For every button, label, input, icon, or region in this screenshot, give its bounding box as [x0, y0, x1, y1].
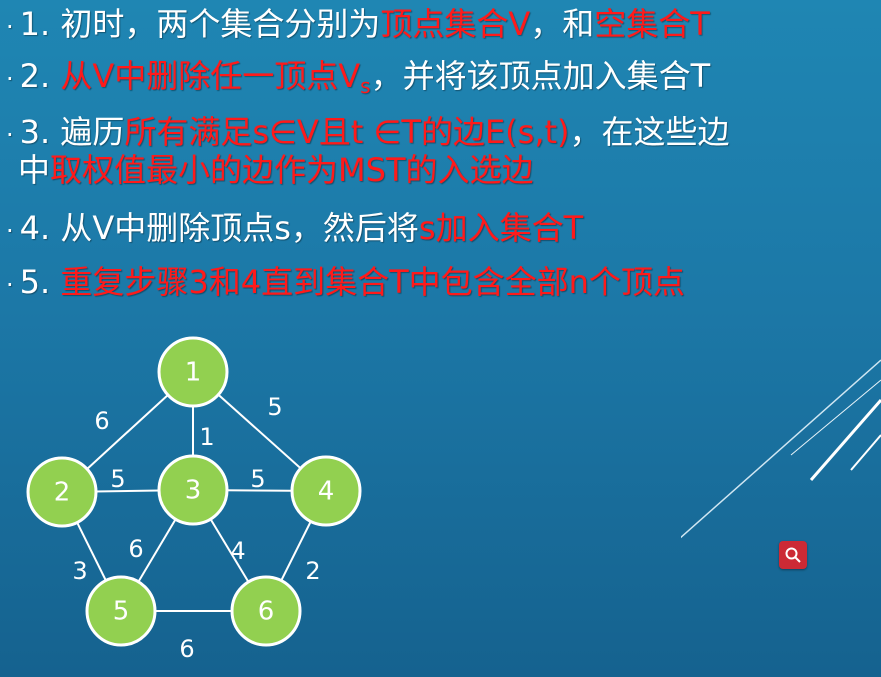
edge-weight-4-6: 2 — [305, 557, 320, 585]
step-2-subscript: s — [360, 74, 371, 98]
step-3-continued: 中取权值最小的边作为MST的入选边 — [18, 150, 534, 190]
step-4: · 4. 从V中删除顶点s，然后将s加入集合T — [6, 209, 584, 247]
step-2: · 2. 从V中删除任一顶点Vs，并将该顶点加入集合T — [6, 57, 711, 98]
decorative-lines — [681, 359, 881, 539]
step-1-number: 1. — [19, 5, 51, 43]
node-circle-6 — [230, 575, 302, 647]
edge-weight-2-5: 3 — [72, 557, 87, 585]
step-2-highlight: 从V中删除任一顶点V — [60, 57, 361, 95]
graph-node-1: 1 — [157, 336, 229, 408]
step-3-text: 遍历 — [60, 113, 125, 151]
node-label-3: 3 — [185, 476, 202, 506]
node-circle-4 — [290, 455, 362, 527]
node-label-6: 6 — [258, 597, 275, 627]
step-5-number: 5. — [19, 263, 51, 301]
step-4-highlight: s加入集合T — [418, 209, 584, 247]
step-1: · 1. 初时，两个集合分别为顶点集合V，和空集合T — [6, 5, 710, 43]
graph-node-3: 3 — [157, 454, 229, 526]
edge-weight-3-4: 5 — [250, 465, 265, 493]
step-1-highlight-empty-set: 空集合T — [594, 5, 710, 43]
graph-node-4: 4 — [290, 455, 362, 527]
node-circle-3 — [157, 454, 229, 526]
edge-weight-1-4: 5 — [267, 393, 282, 421]
graph-node-5: 5 — [85, 575, 157, 647]
step-1-highlight-vertex-set: 顶点集合V — [380, 5, 531, 43]
step-3b-text: 中 — [18, 151, 51, 189]
step-3b-highlight: 取权值最小的边作为MST的入选边 — [50, 151, 534, 189]
edge-weight-1-3: 1 — [199, 423, 214, 451]
node-label-1: 1 — [185, 358, 202, 388]
search-icon — [785, 547, 801, 563]
step-5-highlight-set: 集合T中包含全部n个顶点 — [325, 263, 685, 301]
step-3-highlight-edge: 所有满足s∈V且t ∈T的边E(s,t) — [124, 113, 570, 151]
step-3: · 3. 遍历所有满足s∈V且t ∈T的边E(s,t)，在这些边 — [6, 113, 730, 151]
graph-node-2: 2 — [26, 456, 98, 528]
edge-weight-5-6: 6 — [179, 635, 194, 663]
step-5-highlight: 重复步骤3和4直到 — [60, 263, 326, 301]
search-button[interactable] — [779, 541, 807, 569]
edge-weight-2-3: 5 — [110, 465, 125, 493]
edge-weight-3-5: 6 — [128, 535, 143, 563]
step-5: · 5. 重复步骤3和4直到集合T中包含全部n个顶点 — [6, 263, 685, 301]
edge-weight-1-2: 6 — [94, 407, 109, 435]
graph-node-6: 6 — [230, 575, 302, 647]
edge-weight-3-6: 4 — [230, 537, 245, 565]
node-circle-1 — [157, 336, 229, 408]
step-4-number: 4. — [19, 209, 51, 247]
node-label-2: 2 — [54, 478, 71, 508]
step-3-number: 3. — [19, 113, 51, 151]
step-4-text: 从V中删除顶点s，然后将 — [60, 209, 419, 247]
node-circle-5 — [85, 575, 157, 647]
step-1-text: 初时，两个集合分别为 — [60, 5, 381, 43]
step-3-text-tail: ，在这些边 — [569, 113, 730, 151]
node-label-4: 4 — [318, 477, 335, 507]
graph-nodes: 1 2 3 4 5 6 — [26, 336, 362, 647]
node-circle-2 — [26, 456, 98, 528]
step-2-text: ，并将该顶点加入集合T — [370, 57, 711, 95]
node-label-5: 5 — [113, 597, 130, 627]
step-1-text-and: ，和 — [530, 5, 595, 43]
step-2-number: 2. — [19, 57, 51, 95]
